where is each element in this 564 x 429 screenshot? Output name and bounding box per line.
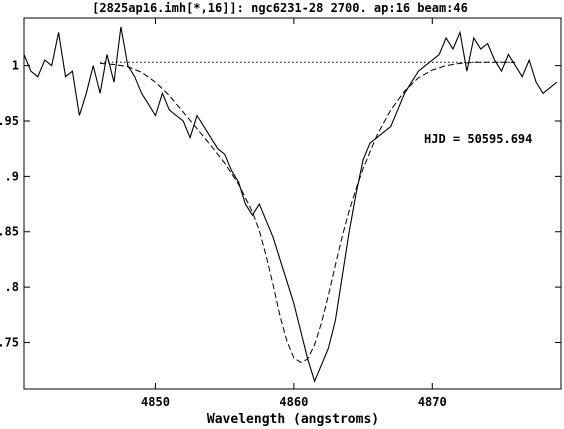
plot-title: [2825ap16.imh[*,16]]: ngc6231-28 2700. a… xyxy=(92,1,468,15)
y-tick-label: .85 xyxy=(0,225,19,239)
x-tick-label: 4870 xyxy=(418,395,447,409)
x-axis-title: Wavelength (angstroms) xyxy=(207,412,379,427)
x-tick-label: 4860 xyxy=(279,395,308,409)
series-layer xyxy=(23,26,558,383)
y-tick-label: .75 xyxy=(0,335,19,349)
plot-frame xyxy=(23,17,562,390)
axis-ticks: 4850 4860 4870 .75 .8 .85 .9 .95 1 xyxy=(0,18,561,409)
series-line-dashed xyxy=(100,61,516,363)
y-tick-label: .8 xyxy=(5,280,19,294)
hjd-annotation: HJD = 50595.694 xyxy=(424,132,532,146)
x-tick-label: 4850 xyxy=(141,395,170,409)
y-tick-label: .95 xyxy=(0,114,19,128)
y-tick-label: .9 xyxy=(5,169,19,183)
y-tick-label: 1 xyxy=(12,59,19,73)
series-line-solid xyxy=(23,26,558,383)
